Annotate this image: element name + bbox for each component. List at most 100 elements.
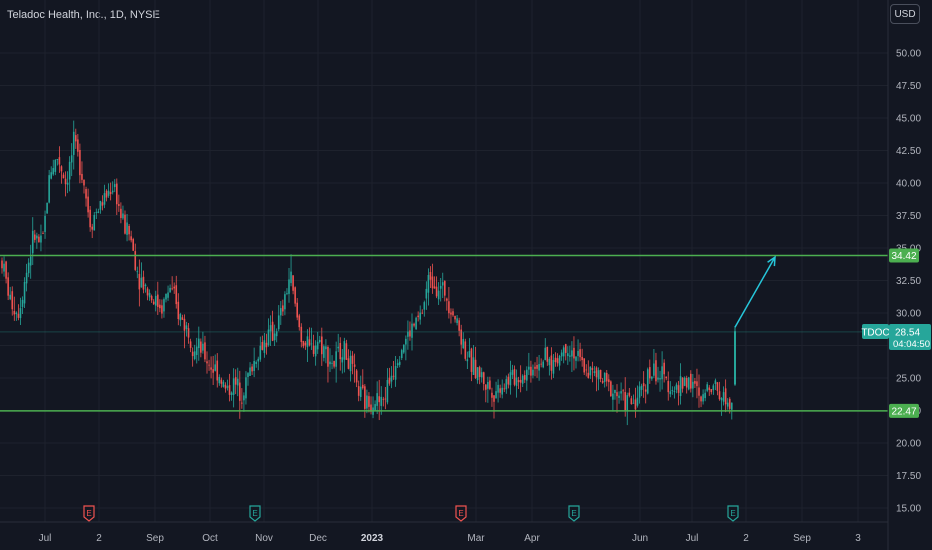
candle-body — [370, 404, 372, 412]
candle-body — [200, 341, 202, 353]
candle-body — [255, 362, 257, 364]
earnings-marker-label: E — [730, 509, 735, 518]
candle-body — [446, 298, 448, 301]
candle-body — [523, 375, 526, 380]
candle-body — [419, 312, 421, 320]
candle-body — [528, 366, 530, 370]
candle-body — [376, 393, 378, 406]
candle-body — [601, 380, 604, 383]
candle-body — [175, 285, 178, 305]
candle-body — [608, 379, 610, 383]
candle-body — [300, 326, 303, 342]
candle-body — [724, 388, 727, 405]
candle-body — [249, 367, 251, 376]
candle-body — [558, 356, 561, 366]
candle-body — [140, 277, 143, 288]
candle-body — [429, 271, 432, 280]
candle-body — [448, 301, 450, 314]
candle-body — [669, 391, 672, 395]
candle-body — [122, 213, 124, 219]
resistance-label: 34.42 — [891, 251, 916, 262]
candle-body — [534, 366, 536, 369]
candle-body — [198, 338, 200, 349]
candle-body — [179, 314, 182, 321]
last-price-box — [889, 323, 931, 350]
candle-body — [700, 396, 702, 402]
candle-body — [526, 369, 528, 381]
x-tick-label: Jul — [39, 533, 52, 544]
grid — [0, 0, 888, 522]
candle-body — [444, 281, 446, 296]
candle-body — [718, 391, 721, 400]
candle-body — [251, 366, 253, 372]
candle-body — [384, 398, 387, 400]
candle-body — [56, 159, 59, 161]
candle-body — [343, 341, 346, 360]
candle-body — [630, 398, 633, 405]
candle-body — [595, 367, 598, 378]
x-tick-label: Jul — [686, 533, 699, 544]
projection-arrowhead — [767, 255, 776, 267]
currency-button[interactable]: USD — [890, 4, 920, 24]
candle-body — [42, 233, 44, 235]
candle-body — [450, 312, 452, 315]
candle-body — [25, 272, 28, 284]
candle-body — [105, 190, 108, 198]
candle-body — [517, 380, 520, 383]
candle-body — [573, 347, 575, 359]
candle-body — [241, 402, 243, 404]
candle-body — [435, 286, 438, 297]
candle-body — [515, 377, 518, 386]
candle-body — [46, 202, 48, 214]
earnings-marker-label: E — [86, 509, 91, 518]
candle-body — [571, 350, 573, 357]
candle-body — [185, 325, 188, 329]
candle-body — [333, 360, 335, 367]
earnings-marker-label: E — [252, 509, 257, 518]
candle-body — [118, 204, 120, 206]
candle-body — [228, 385, 231, 395]
candle-body — [581, 356, 583, 361]
candle-body — [509, 372, 512, 386]
candle-body — [97, 211, 100, 213]
candle-body — [36, 235, 38, 239]
candle-body — [679, 376, 682, 397]
ticker-label: TDOC — [861, 327, 889, 338]
candle-body — [505, 379, 508, 390]
y-tick-label: 32.50 — [896, 276, 921, 287]
x-tick-label: Mar — [467, 533, 485, 544]
candle-body — [335, 351, 337, 367]
candle-body — [298, 315, 301, 328]
support-label-box — [889, 403, 919, 418]
candle-body — [93, 214, 96, 231]
candle-body — [569, 355, 571, 357]
candle-body — [95, 212, 98, 214]
candle-body — [355, 370, 358, 383]
candle-body — [614, 390, 616, 394]
candle-body — [513, 369, 516, 385]
candle-body — [126, 222, 128, 235]
candle-body — [626, 395, 629, 411]
candle-body — [530, 366, 532, 376]
candle-body — [698, 387, 700, 396]
candle-body — [79, 149, 81, 176]
candle-body — [11, 291, 14, 310]
candle-body — [21, 299, 24, 307]
candle-body — [362, 384, 364, 389]
candle-body — [478, 367, 481, 377]
candle-body — [329, 361, 331, 365]
candle-body — [325, 346, 327, 350]
candle-body — [284, 294, 286, 310]
candle-body — [77, 139, 79, 152]
candle-body — [532, 369, 534, 376]
candle-body — [458, 320, 460, 331]
candle-body — [312, 345, 315, 354]
candle-body — [302, 341, 305, 347]
candle-body — [589, 366, 592, 376]
candle-body — [536, 364, 538, 369]
candle-body — [587, 372, 590, 378]
candle-body — [353, 364, 356, 367]
candle-body — [40, 235, 42, 243]
